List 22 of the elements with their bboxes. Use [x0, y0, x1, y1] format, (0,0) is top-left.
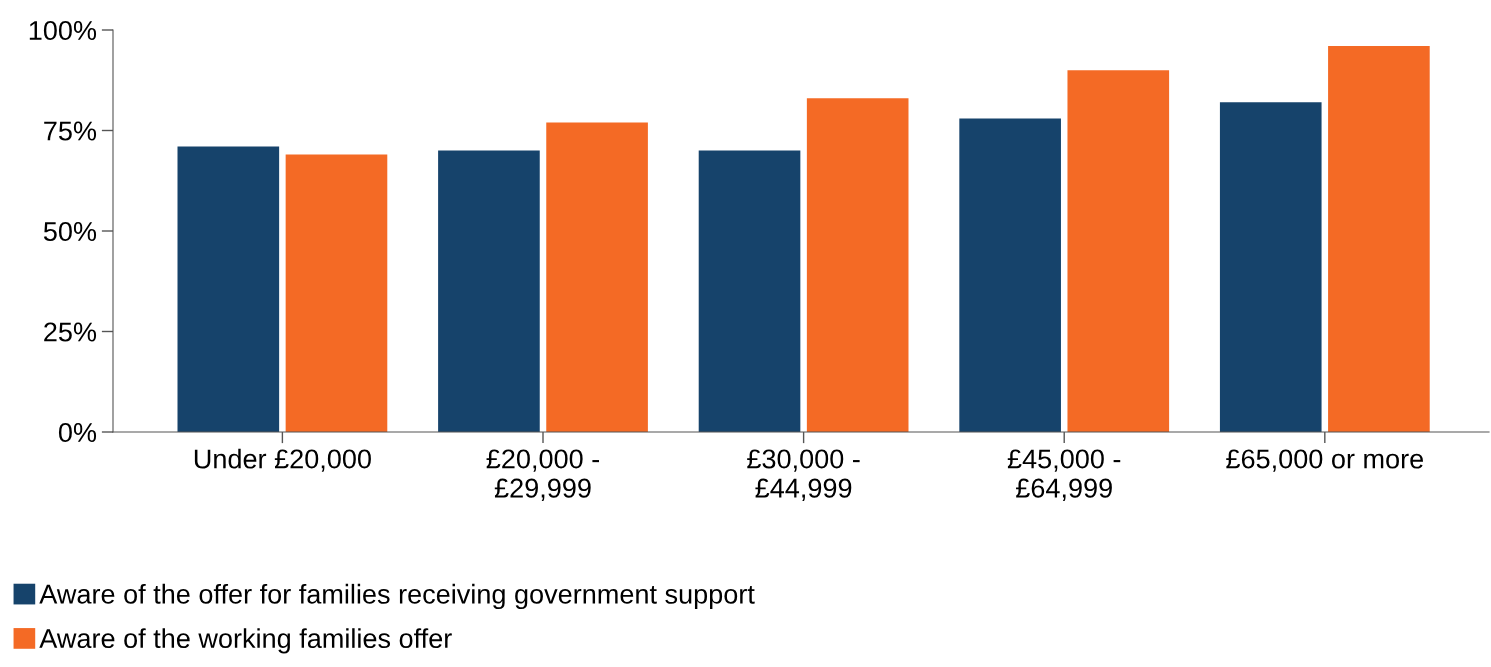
x-tick-label: £30,000 - £44,999 [747, 449, 860, 501]
y-tick-label: 75% [44, 121, 97, 141]
x-tick-label: Under £20,000 [194, 448, 371, 472]
y-tick-label: 50% [43, 221, 97, 242]
bar [1328, 46, 1430, 432]
legend-label: Aware of the offer for families receiving government support [39, 583, 755, 610]
y-tick-label: 0% [58, 422, 97, 443]
x-tick-label: £45,000 - £64,999 [1007, 449, 1121, 501]
bar [438, 150, 540, 432]
bar [1067, 70, 1170, 432]
bar [698, 150, 801, 432]
legend-label: Aware of the working families offer [39, 628, 452, 654]
y-tick-label: 100% [29, 20, 97, 41]
y-tick-label: 25% [44, 322, 97, 342]
bar [546, 122, 648, 432]
bar [285, 154, 388, 432]
x-tick-label: £20,000 - £29,999 [486, 449, 600, 501]
bar [959, 118, 1061, 432]
x-tick-label: £65,000 or more [1226, 449, 1423, 472]
bar [806, 98, 909, 432]
bar [1219, 102, 1322, 432]
bar [177, 146, 280, 432]
